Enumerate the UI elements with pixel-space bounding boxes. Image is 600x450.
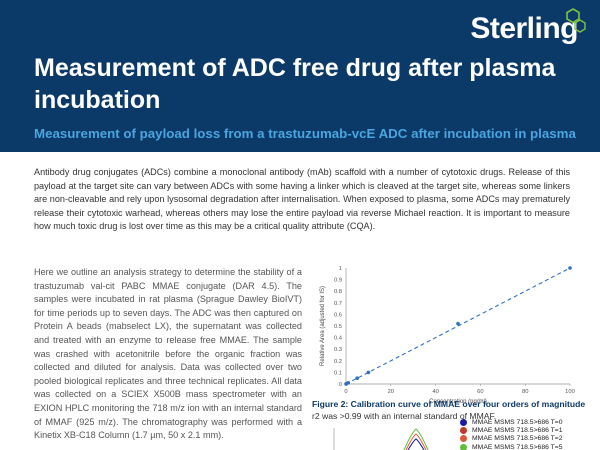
legend-color-swatch [460, 427, 467, 435]
x-tick-label: 0 [344, 389, 347, 395]
figure-caption-text: r2 was >0.99 with an internal standard o… [312, 410, 497, 421]
legend-label: MMAE MSMS 718.5>686 T=5 [472, 443, 563, 450]
data-point [346, 381, 351, 385]
legend-item: MMAE MSMS 718.5>686 T=1 [460, 426, 600, 435]
y-tick-label: 0.3 [334, 347, 342, 353]
legend-label: MMAE MSMS 718.5>686 T=2 [472, 435, 563, 443]
legend-label: MMAE MSMS 718.5>686 T=1 [472, 427, 563, 435]
data-point [366, 370, 371, 375]
y-tick-label: 0.2 [334, 359, 342, 365]
data-point [456, 321, 460, 326]
figure-caption: Figure 2: Calibration curve of MMAE over… [312, 399, 600, 422]
data-point [568, 266, 572, 270]
page-title: Measurement of ADC free drug after plasm… [34, 54, 556, 114]
chromatogram-legend: MMAE MSMS 718.5>686 T=0 MMAE MSMS 718.5>6… [460, 418, 600, 450]
trendline [345, 267, 571, 385]
y-tick-label: 1 [339, 266, 342, 272]
y-tick-label: 0 [339, 382, 342, 388]
logo-wordmark: Sterling [470, 12, 578, 45]
calibration-chart-svg: 0 0.1 0.2 0.3 0.4 0.5 0.6 0.7 0.8 0.9 1 0 20 40 60 80 10… [320, 266, 575, 405]
legend-label: MMAE MSMS 718.5>686 T=0 [472, 418, 563, 426]
legend-color-swatch [460, 443, 467, 450]
y-tick-label: 0.4 [334, 336, 343, 342]
legend-color-swatch [460, 418, 467, 426]
y-tick-label: 0.6 [334, 312, 342, 318]
y-tick-label: 0.1 [334, 370, 342, 376]
y-tick-label: 0.5 [334, 324, 342, 330]
legend-item: MMAE MSMS 718.5>686 T=2 [460, 435, 600, 443]
x-axis-label: Concentration (ng/ml) [429, 399, 487, 405]
sterling-logo: Sterling [470, 8, 586, 46]
figure-caption-title: Figure 2: Calibration curve of MMAE over… [312, 399, 586, 409]
y-tick-label: 0.9 [334, 278, 342, 284]
x-tick-label: 60 [477, 389, 483, 395]
y-axis-label: Relative Area (adjusted for IS) [320, 286, 326, 366]
legend-item: MMAE MSMS 718.5>686 T=5 [460, 443, 600, 450]
data-point [355, 376, 359, 380]
chromatogram-preview [312, 426, 600, 450]
header-banner: Sterling Measurement of ADC free drug af… [0, 0, 600, 152]
y-tick-label: 0.8 [334, 289, 342, 295]
chromatogram-svg [333, 428, 429, 450]
legend-color-swatch [460, 435, 467, 443]
legend-item: MMAE MSMS 718.5>686 T=0 [460, 418, 600, 426]
x-tick-label: 80 [522, 389, 528, 395]
y-tick-label: 0.7 [334, 301, 342, 307]
x-tick-label: 40 [432, 389, 438, 395]
x-tick-label: 20 [388, 389, 394, 395]
method-paragraph: Here we outline an analysis strategy to … [34, 267, 302, 441]
calibration-chart: 0 0.1 0.2 0.3 0.4 0.5 0.6 0.7 0.8 0.9 1 0 20 40 60 80 10… [312, 260, 584, 410]
page-subtitle: Measurement of payload loss from a trast… [34, 126, 576, 141]
x-tick-label: 100 [565, 389, 575, 395]
intro-paragraph: Antibody drug conjugates (ADCs) combine … [34, 167, 570, 232]
hexagon-logo-icon [566, 8, 586, 33]
